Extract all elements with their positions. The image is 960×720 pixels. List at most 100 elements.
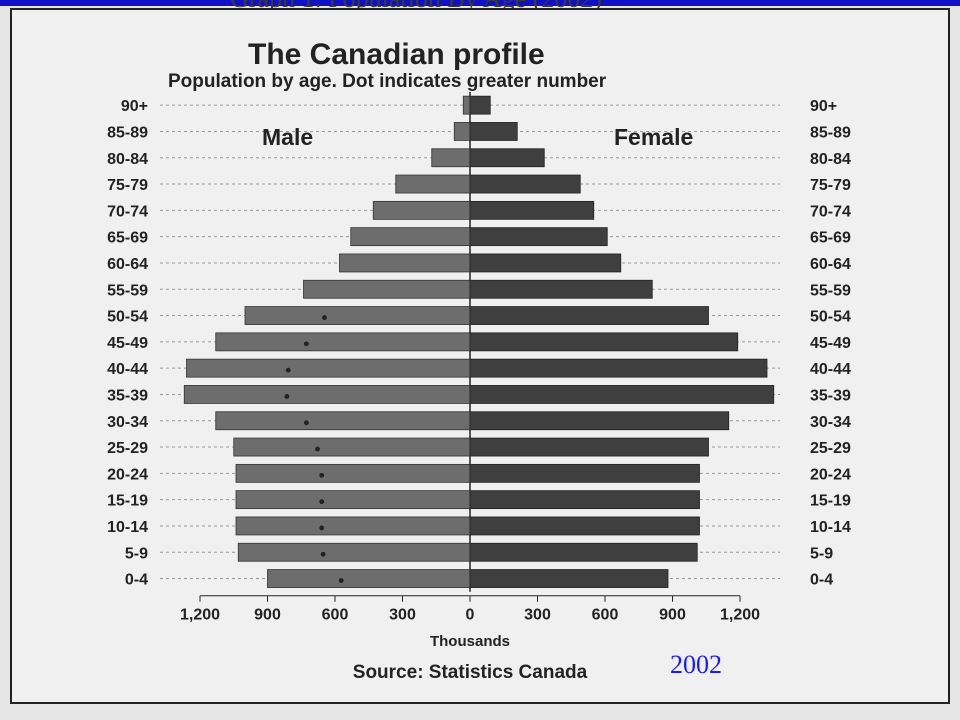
male-bar xyxy=(453,122,471,141)
greater-number-dot xyxy=(319,499,325,505)
female-bar xyxy=(469,253,622,273)
age-label-right: 60-64 xyxy=(810,256,851,273)
age-label-left: 75-79 xyxy=(107,177,148,194)
x-tick-label: 1,200 xyxy=(180,607,220,624)
greater-number-dot xyxy=(319,472,325,478)
age-label-right: 85-89 xyxy=(810,124,851,141)
male-bar xyxy=(237,542,471,562)
age-label-right: 30-34 xyxy=(810,414,851,431)
age-label-right: 90+ xyxy=(810,98,837,115)
male-bar xyxy=(431,148,471,168)
age-label-left: 65-69 xyxy=(107,230,148,247)
chart-title: The Canadian profile xyxy=(248,38,545,71)
age-label-left: 0-4 xyxy=(125,572,148,589)
tick-layer: 1,200 900 600 300 0 300 600 900 1,200 xyxy=(180,595,760,624)
female-bar xyxy=(469,148,545,168)
greater-number-dot xyxy=(319,525,325,531)
male-bar xyxy=(235,516,471,536)
population-pyramid-chart: The Canadian profile Population by age. … xyxy=(107,38,851,683)
x-tick-label: 300 xyxy=(524,607,551,624)
greater-number-dot xyxy=(284,394,290,399)
greater-number-dot xyxy=(338,578,344,583)
female-bar xyxy=(469,306,709,325)
age-label-right: 80-84 xyxy=(810,151,851,168)
age-label-left: 85-89 xyxy=(107,124,148,141)
male-bar xyxy=(267,569,471,588)
male-bar xyxy=(350,227,471,247)
greater-number-dot xyxy=(285,367,291,373)
age-label-left: 10-14 xyxy=(107,519,148,536)
legend-female: Female xyxy=(614,124,693,150)
female-bar xyxy=(469,463,700,483)
age-label-right: 35-39 xyxy=(810,387,851,404)
greater-number-dot xyxy=(320,551,326,557)
female-bar xyxy=(469,411,730,431)
male-bar xyxy=(183,385,471,404)
male-bar xyxy=(395,174,471,194)
greater-number-dot xyxy=(315,446,320,452)
age-label-right: 75-79 xyxy=(810,177,851,194)
age-label-right: 65-69 xyxy=(810,230,851,247)
female-bar xyxy=(469,358,768,378)
male-bar xyxy=(235,490,471,510)
age-label-left: 80-84 xyxy=(107,151,148,168)
age-label-right: 70-74 xyxy=(810,203,851,220)
female-bar xyxy=(469,122,518,141)
female-bar xyxy=(469,227,608,247)
x-tick-label: 600 xyxy=(322,607,349,624)
male-bar xyxy=(215,332,471,352)
slide-top-bar xyxy=(0,0,960,6)
age-label-right: 10-14 xyxy=(810,519,851,536)
x-tick-label: 900 xyxy=(659,607,686,624)
age-label-left: 30-34 xyxy=(107,414,148,431)
male-bar xyxy=(462,95,471,115)
male-bar xyxy=(303,279,471,299)
male-bar xyxy=(372,200,471,220)
age-label-right: 20-24 xyxy=(810,466,851,483)
age-label-layer: 90+ 90+ 85-89 85-89 80-84 80-84 75-79 75-79 70-7… xyxy=(107,98,851,588)
female-bar xyxy=(469,95,491,115)
male-bar xyxy=(244,306,471,325)
male-bar xyxy=(339,253,471,273)
x-tick-label: 300 xyxy=(389,607,416,624)
female-bar xyxy=(469,437,709,457)
age-label-right: 5-9 xyxy=(810,545,833,562)
age-label-left: 15-19 xyxy=(107,493,148,510)
greater-number-dot xyxy=(322,315,327,320)
age-label-right: 55-59 xyxy=(810,282,851,299)
female-bar xyxy=(469,490,700,510)
age-label-left: 45-49 xyxy=(107,335,148,352)
age-label-left: 60-64 xyxy=(107,256,148,273)
source-text: Source: Statistics Canada xyxy=(353,662,588,683)
bars-layer xyxy=(183,95,775,588)
male-bar xyxy=(215,411,471,431)
greater-number-dot xyxy=(303,341,309,347)
female-bar xyxy=(469,569,669,588)
female-bar xyxy=(469,542,698,562)
female-bar xyxy=(469,516,700,536)
legend-male: Male xyxy=(262,124,313,150)
female-bar xyxy=(469,332,739,352)
female-bar xyxy=(469,279,653,299)
age-label-left: 20-24 xyxy=(107,466,148,483)
age-label-right: 0-4 xyxy=(810,572,833,589)
age-label-left: 90+ xyxy=(121,98,148,115)
age-label-right: 15-19 xyxy=(810,493,851,510)
age-label-left: 70-74 xyxy=(107,203,148,220)
age-label-left: 5-9 xyxy=(125,545,148,562)
female-bar xyxy=(469,385,775,404)
age-label-left: 25-29 xyxy=(107,440,148,457)
male-bar xyxy=(186,358,471,378)
x-axis-label: Thousands xyxy=(430,633,510,650)
x-tick-label: 0 xyxy=(466,607,475,624)
age-label-right: 25-29 xyxy=(810,440,851,457)
x-tick-label: 600 xyxy=(592,607,619,624)
male-bar xyxy=(235,463,471,483)
age-label-left: 55-59 xyxy=(107,282,148,299)
greater-number-dot xyxy=(303,420,309,426)
x-tick-label: 900 xyxy=(254,607,281,624)
male-bar xyxy=(233,437,471,457)
age-label-left: 35-39 xyxy=(107,387,148,404)
female-bar xyxy=(469,200,595,220)
age-label-right: 40-44 xyxy=(810,361,851,378)
